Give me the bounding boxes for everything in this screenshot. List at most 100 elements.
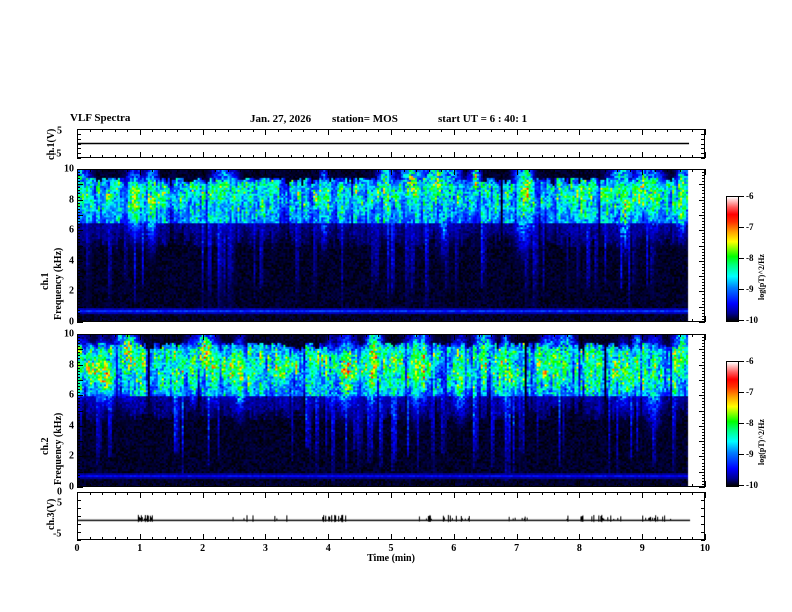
x-tick-top xyxy=(152,492,154,495)
x-tick-top xyxy=(240,334,242,337)
y-tick-right xyxy=(702,343,705,345)
x-tick-top xyxy=(202,169,204,175)
y-tick-left xyxy=(77,133,81,135)
x-tick-bottom xyxy=(102,537,104,540)
y-tick-right xyxy=(699,306,705,308)
y-tick-left xyxy=(77,227,80,229)
y-tick-right xyxy=(702,172,705,174)
x-tick-top xyxy=(591,169,593,172)
x-tick-top xyxy=(227,129,229,132)
x-tick-bottom xyxy=(604,155,606,158)
x-tick-bottom xyxy=(164,484,166,487)
x-tick-top xyxy=(692,492,694,495)
y-tick-left xyxy=(77,392,80,394)
x-tick-top xyxy=(290,169,292,172)
y-tick-right xyxy=(702,416,705,418)
x-tick-bottom xyxy=(391,316,392,322)
x-tick-bottom xyxy=(591,484,593,487)
x-tick-bottom xyxy=(617,484,619,487)
x-tick-bottom xyxy=(340,484,342,487)
x-tick-top xyxy=(604,334,606,337)
colorbar-tick-label: -10 xyxy=(746,315,758,325)
x-tick-bottom xyxy=(692,155,694,158)
x-tick-top xyxy=(642,492,644,498)
x-tick-top xyxy=(303,334,305,337)
figure-start-ut: start UT = 6 : 40: 1 xyxy=(438,113,528,125)
x-tick-bottom xyxy=(516,534,518,540)
y-tick-left xyxy=(77,239,80,241)
x-tick-bottom xyxy=(667,537,669,540)
x-tick-bottom xyxy=(667,319,669,322)
x-tick-bottom xyxy=(190,155,192,158)
y-tick-right xyxy=(702,413,705,415)
x-tick-top xyxy=(591,334,593,337)
y-tick-right xyxy=(702,346,705,348)
y-tick-right xyxy=(699,364,705,366)
x-tick-bottom xyxy=(441,484,443,487)
x-tick-top xyxy=(617,334,619,337)
colorbar-tick-label: -7 xyxy=(746,222,754,232)
x-tick-bottom xyxy=(629,537,631,540)
x-tick-top xyxy=(152,169,154,172)
x-tick-top xyxy=(215,492,217,495)
x-tick-top xyxy=(416,169,418,172)
y-tick-right xyxy=(702,401,705,403)
x-tick-top xyxy=(315,169,317,172)
y-tick-right xyxy=(702,248,705,250)
x-tick-top xyxy=(466,169,468,172)
y-tick-right xyxy=(702,450,705,452)
x-tick-bottom xyxy=(77,152,78,158)
x-tick-top xyxy=(642,169,644,175)
x-tick-bottom xyxy=(152,537,154,540)
y-tick-right xyxy=(699,230,705,232)
x-tick-label: 7 xyxy=(514,543,520,554)
x-tick-top xyxy=(114,169,116,172)
x-tick-top xyxy=(353,129,355,132)
x-tick-top xyxy=(441,492,443,495)
x-tick-bottom xyxy=(566,155,568,158)
x-tick-top xyxy=(566,169,568,172)
x-tick-bottom xyxy=(77,534,78,540)
y-tick-right xyxy=(701,158,705,159)
x-tick-top xyxy=(466,334,468,337)
y-tick-right xyxy=(702,273,705,275)
x-tick-top xyxy=(290,334,292,337)
x-tick-top xyxy=(504,492,506,495)
y-tick-right xyxy=(699,349,705,351)
y-tick-right xyxy=(702,392,705,394)
x-tick-top xyxy=(164,492,166,495)
x-tick-top xyxy=(529,169,531,172)
x-tick-bottom xyxy=(315,484,317,487)
ch1-spec-axis-title-ch: ch.1 xyxy=(40,272,51,291)
y-tick-right xyxy=(702,386,705,388)
y-tick-right xyxy=(702,459,705,461)
x-tick-top xyxy=(139,169,141,175)
x-tick-top xyxy=(353,492,355,495)
x-tick-bottom xyxy=(127,537,129,540)
x-tick-top xyxy=(629,129,631,132)
y-tick-left xyxy=(77,398,80,400)
x-tick-top xyxy=(127,334,129,337)
y-tick-right xyxy=(702,224,705,226)
y-tick-right xyxy=(701,492,705,493)
x-tick-top xyxy=(252,492,254,495)
x-tick-bottom xyxy=(604,537,606,540)
x-tick-bottom xyxy=(642,534,644,540)
x-tick-top xyxy=(252,129,254,132)
x-tick-bottom xyxy=(215,155,217,158)
x-tick-bottom xyxy=(428,537,430,540)
x-tick-top xyxy=(353,169,355,172)
y-tick-right xyxy=(702,257,705,259)
y-tick-left xyxy=(77,444,80,446)
x-tick-bottom xyxy=(428,484,430,487)
x-tick-top xyxy=(566,492,568,495)
y-tick-left xyxy=(77,269,80,271)
y-tick-left xyxy=(77,233,80,235)
x-tick-bottom xyxy=(504,319,506,322)
x-tick-bottom xyxy=(679,537,681,540)
y-tick-left xyxy=(77,438,80,440)
x-tick-label: 0 xyxy=(74,543,80,554)
x-tick-top xyxy=(541,334,543,337)
x-tick-top xyxy=(328,129,330,135)
